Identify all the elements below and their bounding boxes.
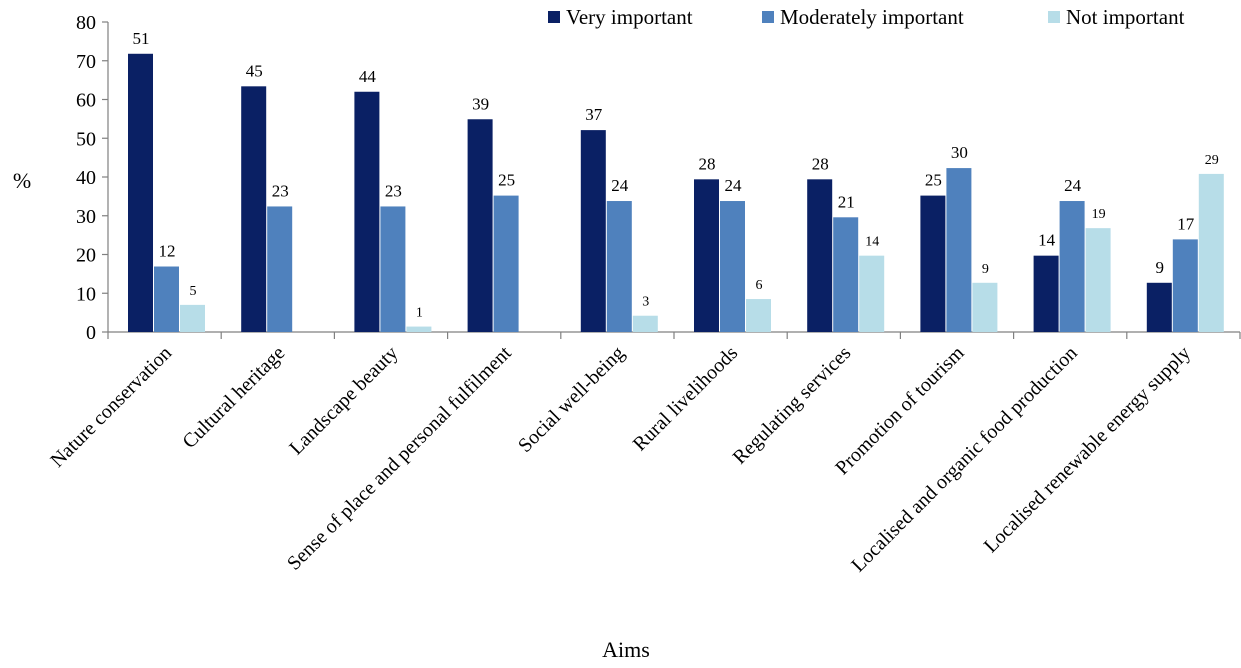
- data-label: 29: [1205, 153, 1219, 168]
- legend-swatch: [762, 11, 774, 23]
- y-tick-label: 0: [86, 322, 96, 344]
- bar: [859, 256, 884, 332]
- x-axis-title: Aims: [602, 637, 650, 662]
- bar: [1060, 201, 1085, 332]
- bar: [633, 316, 658, 332]
- bar: [267, 206, 292, 332]
- legend-label: Moderately important: [780, 5, 964, 29]
- data-label: 30: [951, 143, 968, 162]
- bar: [946, 168, 971, 332]
- bar: [581, 130, 606, 332]
- bar: [1199, 174, 1224, 332]
- data-label: 25: [925, 171, 942, 190]
- bar: [607, 201, 632, 332]
- data-label: 24: [611, 176, 629, 195]
- bar: [720, 201, 745, 332]
- data-label: 17: [1177, 214, 1195, 233]
- bar: [694, 179, 719, 332]
- bar: [1147, 283, 1172, 332]
- x-axis: [108, 332, 1240, 339]
- x-tick-label: Sense of place and personal fulfilment: [283, 342, 516, 575]
- bar: [468, 119, 493, 332]
- bar: [241, 86, 266, 332]
- bar: [1034, 256, 1059, 332]
- data-label: 5: [190, 284, 197, 299]
- category-labels: Nature conservation Cultural heritageLand…: [46, 342, 1195, 577]
- data-label: 37: [585, 105, 603, 124]
- bar: [972, 283, 997, 332]
- x-tick-label: Cultural heritage: [178, 342, 289, 453]
- data-label: 14: [865, 235, 879, 250]
- bar: [354, 92, 379, 332]
- bar: [154, 267, 179, 332]
- x-tick-label: Regulating services: [729, 342, 856, 469]
- bar: [180, 305, 205, 332]
- bar: [833, 217, 858, 332]
- legend-label: Not important: [1066, 5, 1185, 29]
- data-label: 3: [642, 295, 649, 310]
- y-tick-label: 20: [76, 245, 96, 267]
- data-label: 23: [385, 181, 402, 200]
- bar: [1173, 239, 1198, 332]
- bar: [1086, 228, 1111, 332]
- bar: [128, 54, 153, 332]
- x-tick-label: Localised and organic food production: [847, 342, 1081, 576]
- y-tick-label: 10: [76, 283, 96, 305]
- y-tick-label: 50: [76, 128, 96, 150]
- y-tick-label: 80: [76, 12, 96, 34]
- data-label: 14: [1038, 231, 1056, 250]
- legend-swatch: [548, 11, 560, 23]
- data-label: 6: [756, 278, 763, 293]
- bar: [746, 299, 771, 332]
- data-label: 39: [472, 94, 489, 113]
- y-axis: 0 10 20 30 40 50 60 70 80: [76, 12, 108, 344]
- data-label: 9: [982, 262, 989, 277]
- x-tick-label: Localised renewable energy supply: [980, 342, 1195, 557]
- y-axis-title: %: [13, 168, 31, 193]
- data-label: 19: [1092, 207, 1106, 222]
- data-label: 9: [1156, 258, 1165, 277]
- bar: [380, 206, 405, 332]
- y-tick-label: 40: [76, 167, 96, 189]
- data-label: 1: [416, 306, 423, 321]
- data-label: 45: [246, 61, 263, 80]
- x-tick-label: Nature conservation: [46, 342, 176, 472]
- data-label: 51: [133, 29, 150, 48]
- data-label: 44: [359, 67, 377, 86]
- data-label: 24: [1064, 176, 1082, 195]
- bar: [807, 179, 832, 332]
- x-tick-label: Social well-being: [514, 342, 629, 457]
- data-label: 24: [725, 176, 743, 195]
- data-label: 28: [699, 154, 716, 173]
- y-tick-label: 60: [76, 90, 96, 112]
- bars: [128, 54, 1224, 332]
- y-tick-label: 70: [76, 51, 96, 73]
- bar: [494, 196, 519, 332]
- bar: [920, 196, 945, 332]
- data-label: 21: [838, 192, 855, 211]
- legend-label: Very important: [566, 5, 693, 29]
- data-label: 23: [272, 181, 289, 200]
- x-tick-label: Landscape beauty: [285, 342, 402, 459]
- data-label: 12: [159, 242, 176, 261]
- data-label: 28: [812, 154, 829, 173]
- bar: [406, 327, 431, 332]
- legend: Very important Moderately important Not im…: [548, 5, 1185, 29]
- x-tick-label: Rural livelihoods: [629, 342, 743, 456]
- y-tick-label: 30: [76, 206, 96, 228]
- legend-swatch: [1048, 11, 1060, 23]
- data-label: 25: [498, 171, 515, 190]
